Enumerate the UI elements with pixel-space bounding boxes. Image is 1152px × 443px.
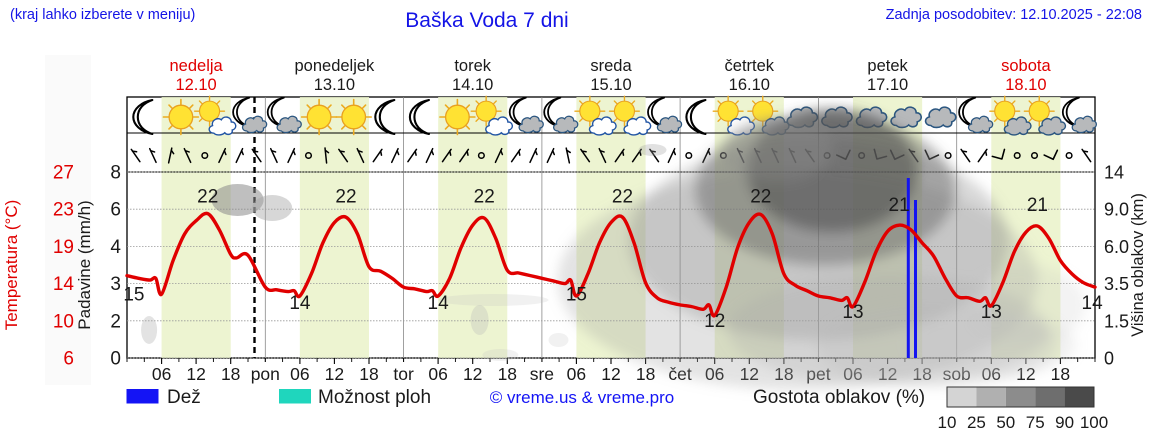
svg-text:14: 14 [53, 274, 75, 295]
svg-text:Gostota oblakov (%): Gostota oblakov (%) [753, 387, 925, 408]
svg-text:22: 22 [197, 186, 218, 207]
svg-text:06: 06 [152, 364, 171, 384]
svg-text:18: 18 [221, 364, 240, 384]
svg-text:22: 22 [335, 186, 356, 207]
svg-text:1.5: 1.5 [1104, 311, 1129, 331]
svg-text:13: 13 [842, 302, 863, 323]
svg-text:14.10: 14.10 [452, 76, 493, 94]
svg-text:Padavine (mm/h): Padavine (mm/h) [75, 200, 94, 329]
svg-text:12: 12 [601, 364, 620, 384]
svg-text:0: 0 [1104, 349, 1114, 369]
svg-text:8: 8 [110, 163, 121, 184]
svg-text:12: 12 [325, 364, 344, 384]
svg-text:13.10: 13.10 [314, 76, 355, 94]
svg-text:12: 12 [704, 311, 725, 332]
svg-text:100: 100 [1080, 413, 1108, 432]
svg-text:tor: tor [393, 364, 414, 384]
svg-text:sreda: sreda [590, 57, 632, 75]
svg-text:Možnost ploh: Možnost ploh [318, 387, 431, 408]
svg-text:18: 18 [1051, 364, 1070, 384]
svg-text:75: 75 [1026, 413, 1045, 432]
svg-text:50: 50 [996, 413, 1015, 432]
svg-text:sre: sre [530, 364, 554, 384]
svg-text:Baška Voda 7 dni: Baška Voda 7 dni [405, 9, 568, 32]
svg-text:90: 90 [1055, 413, 1074, 432]
svg-text:4: 4 [110, 237, 121, 258]
svg-text:06: 06 [567, 364, 586, 384]
svg-text:6: 6 [63, 349, 74, 370]
svg-text:ponedeljek: ponedeljek [294, 57, 375, 75]
svg-text:Višina oblakov (km): Višina oblakov (km) [1129, 193, 1147, 337]
svg-text:25: 25 [967, 413, 986, 432]
svg-text:petek: petek [867, 57, 908, 75]
svg-text:pon: pon [251, 364, 280, 384]
svg-text:torek: torek [454, 57, 491, 75]
svg-text:27: 27 [53, 163, 74, 184]
svg-text:3: 3 [110, 274, 121, 295]
svg-text:3.5: 3.5 [1104, 274, 1129, 294]
svg-text:14: 14 [1104, 163, 1124, 183]
svg-text:0: 0 [110, 349, 121, 370]
svg-text:15.10: 15.10 [590, 76, 631, 94]
svg-text:Temperatura (°C): Temperatura (°C) [2, 200, 21, 331]
svg-text:22: 22 [612, 186, 633, 207]
svg-text:18.10: 18.10 [1005, 76, 1046, 94]
svg-text:21: 21 [1027, 195, 1048, 216]
svg-text:14: 14 [289, 293, 311, 314]
svg-text:17.10: 17.10 [867, 76, 908, 94]
svg-text:9.0: 9.0 [1104, 200, 1129, 220]
svg-text:15: 15 [566, 284, 587, 305]
svg-text:13: 13 [981, 302, 1002, 323]
svg-text:16.10: 16.10 [729, 76, 770, 94]
svg-text:22: 22 [474, 186, 495, 207]
svg-text:12: 12 [463, 364, 482, 384]
svg-text:2: 2 [110, 311, 121, 332]
svg-text:18: 18 [498, 364, 517, 384]
svg-text:6: 6 [110, 200, 121, 221]
svg-text:14: 14 [428, 293, 450, 314]
svg-text:Zadnja posodobitev: 12.10.2025: Zadnja posodobitev: 12.10.2025 - 22:08 [886, 7, 1142, 23]
svg-text:(kraj lahko izberete v meniju): (kraj lahko izberete v meniju) [10, 7, 195, 23]
svg-text:četrtek: četrtek [725, 57, 775, 75]
svg-text:sobota: sobota [1001, 57, 1051, 75]
svg-text:18: 18 [359, 364, 378, 384]
svg-text:23: 23 [53, 200, 74, 221]
svg-text:12.10: 12.10 [175, 76, 216, 94]
svg-text:10: 10 [938, 413, 957, 432]
svg-text:10: 10 [53, 311, 74, 332]
svg-text:19: 19 [53, 237, 74, 258]
svg-text:© vreme.us & vreme.pro: © vreme.us & vreme.pro [490, 388, 674, 407]
svg-text:Dež: Dež [167, 387, 201, 408]
svg-text:06: 06 [428, 364, 447, 384]
svg-text:21: 21 [889, 195, 910, 216]
svg-text:22: 22 [750, 186, 771, 207]
svg-text:14: 14 [1082, 293, 1104, 314]
svg-text:6.0: 6.0 [1104, 237, 1129, 257]
svg-text:12: 12 [186, 364, 205, 384]
svg-text:06: 06 [290, 364, 309, 384]
svg-text:nedelja: nedelja [169, 57, 223, 75]
svg-text:15: 15 [123, 284, 144, 305]
